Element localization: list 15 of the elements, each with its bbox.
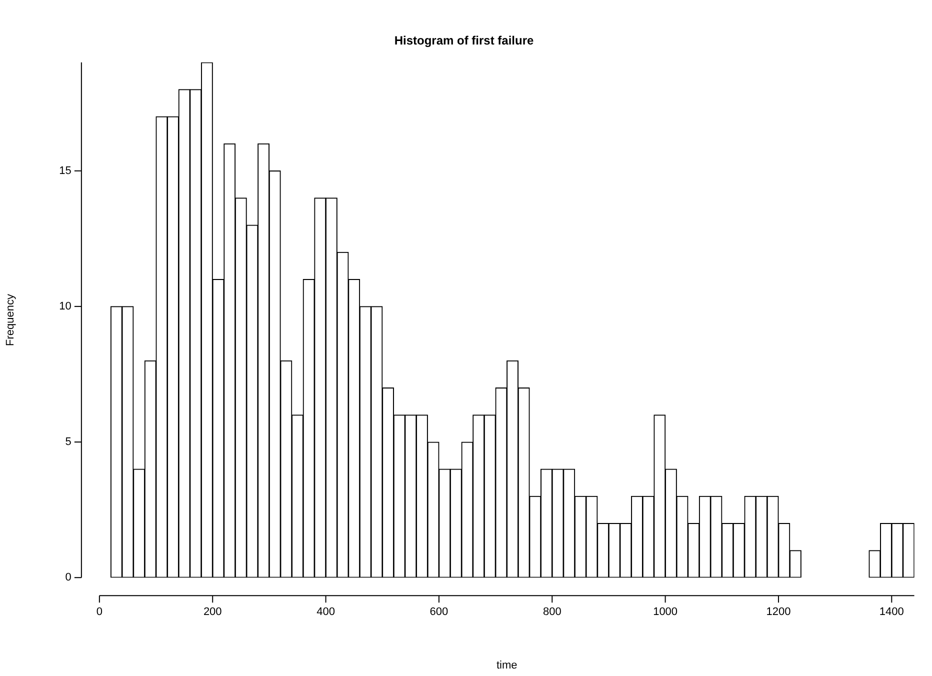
x-tick-label: 400 [316, 606, 335, 618]
y-tick-label: 10 [59, 300, 72, 312]
x-axis-title: time [496, 659, 518, 672]
x-tick-label: 1400 [879, 606, 904, 618]
y-axis-title: Frequency [4, 294, 17, 346]
y-tick-label: 5 [65, 436, 72, 448]
x-tick-label: 1200 [766, 606, 791, 618]
x-tick-label: 800 [542, 606, 562, 618]
x-tick-label: 200 [203, 606, 222, 618]
y-tick-label: 0 [65, 572, 72, 584]
y-tick-label: 15 [59, 164, 72, 177]
x-tick-label: 0 [96, 606, 102, 618]
chart-title: Histogram of first failure [394, 34, 534, 48]
x-tick-label: 1000 [653, 606, 678, 618]
x-tick-label: 600 [430, 606, 448, 618]
